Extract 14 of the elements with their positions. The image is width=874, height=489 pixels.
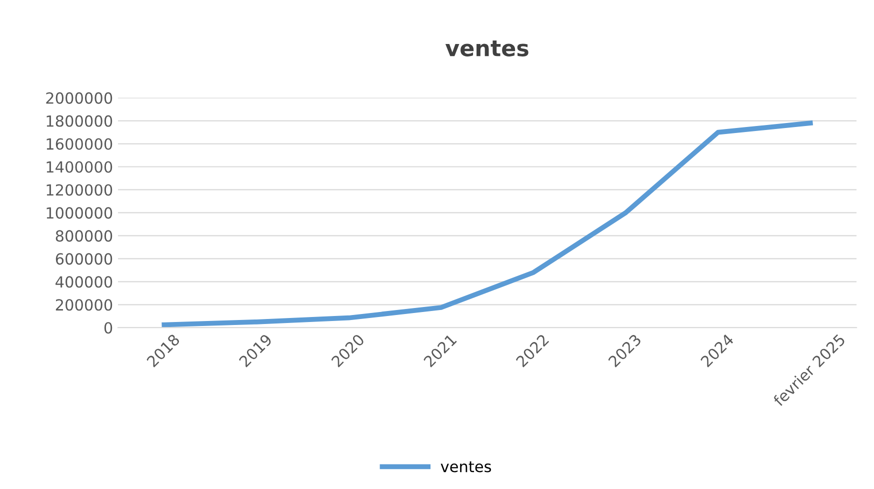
y-tick-label: 1800000 xyxy=(46,115,112,127)
y-tick-label: 1400000 xyxy=(46,161,112,173)
chart-title: ventes xyxy=(445,40,528,56)
y-tick-label: 1000000 xyxy=(46,207,112,219)
y-tick-label: 0 xyxy=(104,322,112,334)
y-tick-label: 2000000 xyxy=(46,92,112,104)
y-tick-label: 800000 xyxy=(56,230,112,242)
y-tick-label: 1600000 xyxy=(46,138,112,150)
y-tick-label: 600000 xyxy=(56,253,112,265)
y-tick-label: 200000 xyxy=(56,299,112,311)
legend-label: ventes xyxy=(440,461,492,472)
y-tick-label: 400000 xyxy=(56,276,112,288)
y-tick-label: 1200000 xyxy=(46,184,112,196)
line-series xyxy=(162,120,813,328)
